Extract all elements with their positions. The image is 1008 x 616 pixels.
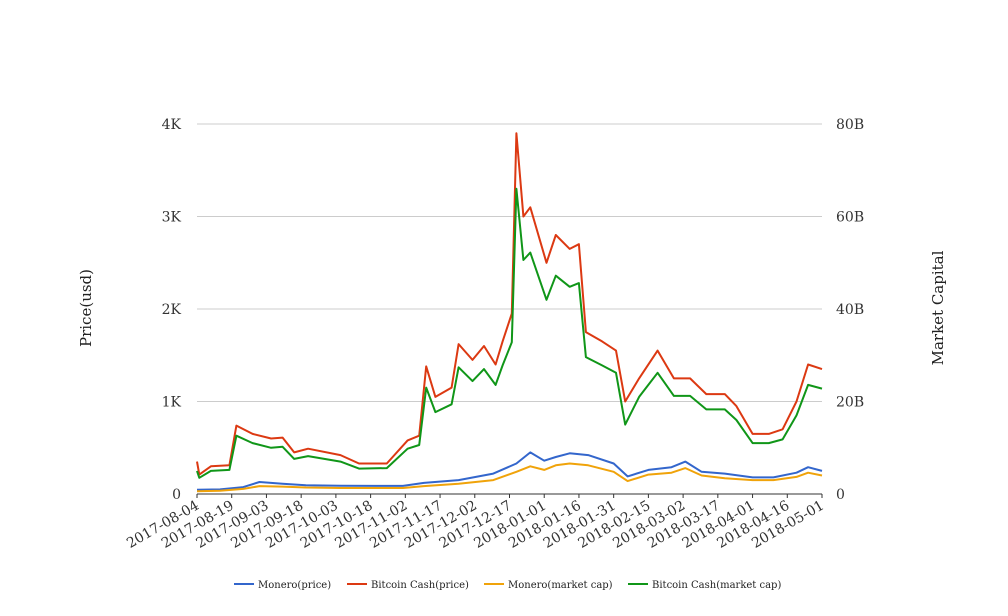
legend-label: Bitcoin Cash(price)	[371, 580, 469, 591]
left-tick-label: 1K	[162, 395, 182, 411]
right-tick-label: 0	[836, 487, 845, 503]
left-tick-label: 0	[172, 487, 181, 503]
legend-label: Bitcoin Cash(market cap)	[652, 580, 781, 591]
series-line	[196, 187, 823, 479]
right-tick-label: 60B	[836, 210, 864, 226]
series-line	[196, 132, 823, 476]
right-y-axis: 0 20B 40B 60B 80B	[836, 117, 864, 503]
left-tick-label: 2K	[162, 302, 182, 318]
legend: Monero(price) Bitcoin Cash(price) Monero(m…	[234, 580, 781, 591]
right-tick-label: 20B	[836, 395, 864, 411]
right-axis-title: Market Capital	[929, 250, 947, 365]
left-y-axis: 0 1K 2K 3K 4K	[162, 117, 182, 503]
gridlines	[197, 123, 822, 495]
left-tick-label: 3K	[162, 210, 182, 226]
left-tick-label: 4K	[162, 117, 182, 133]
right-tick-label: 40B	[836, 302, 864, 318]
series-line	[196, 462, 823, 493]
series-line	[196, 451, 823, 491]
left-axis-title: Price(usd)	[77, 269, 95, 347]
series-lines	[196, 132, 823, 493]
legend-label: Monero(market cap)	[508, 580, 613, 591]
right-tick-label: 80B	[836, 117, 864, 133]
legend-label: Monero(price)	[258, 580, 331, 591]
x-axis: 2017-08-042017-08-192017-09-032017-09-18…	[124, 494, 827, 552]
